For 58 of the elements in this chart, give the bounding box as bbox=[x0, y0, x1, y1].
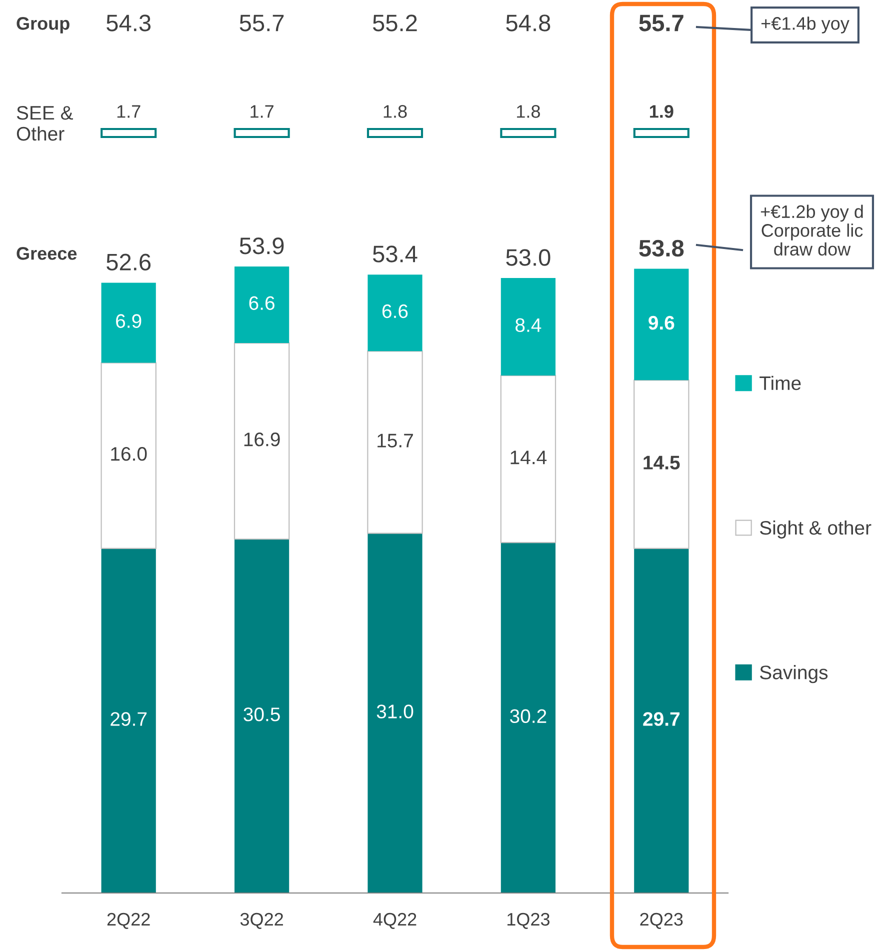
bar bbox=[234, 539, 290, 893]
legend-label: Time bbox=[760, 376, 801, 390]
bar bbox=[500, 374, 556, 544]
data-label: 16.9 bbox=[244, 432, 280, 446]
bar bbox=[100, 362, 156, 549]
bar bbox=[368, 533, 422, 893]
data-label: 30.2 bbox=[510, 709, 546, 724]
bar bbox=[634, 548, 689, 893]
data-label: 6.6 bbox=[249, 296, 274, 310]
x-tick-label: 2Q23 bbox=[640, 912, 683, 929]
data-label: 15.7 bbox=[378, 434, 413, 448]
text: 55.7 bbox=[240, 14, 284, 32]
bar bbox=[634, 380, 690, 549]
text: 1.9 bbox=[650, 105, 674, 118]
bar bbox=[367, 350, 423, 534]
data-label: 30.5 bbox=[244, 708, 280, 722]
text: 54.3 bbox=[106, 14, 151, 32]
total-label: 53.4 bbox=[372, 246, 418, 262]
x-tick-label: 4Q22 bbox=[373, 912, 416, 929]
total-label: 53.8 bbox=[639, 240, 684, 257]
bar bbox=[634, 268, 689, 380]
legend-label: Sight & other bbox=[760, 520, 872, 539]
bar bbox=[101, 548, 156, 893]
text: +€1.4b yoy bbox=[761, 16, 850, 34]
bar bbox=[234, 266, 290, 344]
text: Group bbox=[16, 17, 70, 34]
data-label: 29.7 bbox=[643, 712, 680, 726]
total-label: 52.6 bbox=[106, 254, 151, 271]
data-label: 6.9 bbox=[116, 314, 142, 328]
bar bbox=[500, 278, 556, 376]
text: 1.7 bbox=[250, 105, 274, 118]
data-label: 14.4 bbox=[510, 450, 547, 464]
bar bbox=[368, 274, 422, 352]
data-label: 29.7 bbox=[110, 712, 147, 726]
x-tick-label: 1Q23 bbox=[507, 912, 550, 929]
bar bbox=[500, 542, 556, 893]
data-label: 9.6 bbox=[648, 316, 674, 330]
data-label: 14.5 bbox=[644, 456, 680, 470]
data-label: 6.6 bbox=[382, 304, 408, 318]
text: 54.8 bbox=[506, 14, 550, 32]
text: Greece bbox=[16, 247, 77, 260]
x-tick-label: 3Q22 bbox=[240, 912, 283, 929]
data-label: 16.0 bbox=[111, 447, 147, 461]
total-label: 53.9 bbox=[240, 238, 284, 254]
x-tick-label: 2Q22 bbox=[107, 912, 150, 929]
total-label: 53.0 bbox=[506, 249, 550, 266]
text: 1.7 bbox=[117, 105, 140, 118]
text: SEE & Other bbox=[16, 106, 73, 141]
text: +€1.2b yoy d Corporate lic draw dow bbox=[760, 204, 863, 256]
text: 55.7 bbox=[639, 14, 684, 32]
text: 55.2 bbox=[372, 14, 417, 32]
data-label: 8.4 bbox=[516, 318, 542, 332]
text: 1.8 bbox=[384, 105, 407, 118]
data-label: 31.0 bbox=[376, 704, 414, 718]
text: 1.8 bbox=[517, 105, 540, 118]
bar bbox=[234, 342, 290, 540]
legend-label: Savings bbox=[760, 665, 828, 684]
bar bbox=[101, 282, 156, 363]
